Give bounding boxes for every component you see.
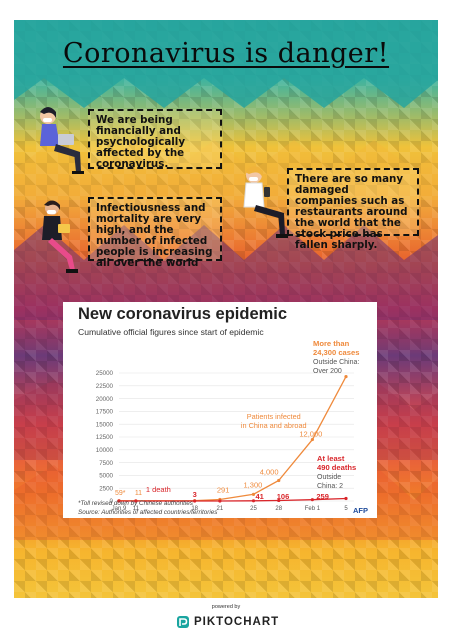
cases-data-point xyxy=(277,478,281,483)
case-value-label: 11 xyxy=(135,490,142,497)
x-tick-label: 21 xyxy=(217,506,224,512)
woman-with-laptop-illustration xyxy=(40,107,84,174)
x-tick-label: Feb 1 xyxy=(305,506,321,512)
x-tick-label: 25 xyxy=(250,506,257,512)
y-tick-label: 17500 xyxy=(96,409,114,416)
death-value-label: 106 xyxy=(277,492,290,501)
piktochart-logo-icon xyxy=(177,616,189,628)
chart-subtitle: Cumulative official figures since start … xyxy=(78,327,264,337)
y-tick-label: 2500 xyxy=(99,485,113,492)
cases-outside-annotation: Over 200 xyxy=(313,368,342,375)
afp-logo: AFP xyxy=(353,506,368,515)
death-value-label: 3 xyxy=(193,490,197,499)
info-note-infectiousness: Infectiousness and mortality are very hi… xyxy=(88,197,222,269)
cases-data-point xyxy=(344,374,348,379)
death-value-label: 41 xyxy=(256,492,264,501)
info-note-companies: There are so many damaged companies such… xyxy=(287,168,419,251)
deaths-data-point xyxy=(117,499,121,503)
woman-with-tablet-illustration xyxy=(42,200,78,273)
epidemic-chart-card: New coronavirus epidemic Cumulative offi… xyxy=(63,302,377,518)
cases-series-name: Patients infected xyxy=(247,412,301,421)
deaths-data-point xyxy=(218,499,222,503)
y-tick-label: 15000 xyxy=(96,421,114,428)
case-value-label: 59* xyxy=(115,490,126,497)
x-tick-label: Jan 9 xyxy=(112,506,127,512)
y-tick-label: 10000 xyxy=(96,447,114,454)
cases-data-point xyxy=(251,492,256,496)
deaths-head-annotation: At least xyxy=(317,454,345,463)
y-tick-label: 20000 xyxy=(96,396,114,403)
case-value-label: 4,000 xyxy=(260,468,279,477)
x-tick-label: 5 xyxy=(344,506,348,512)
death-value-label: 1 death xyxy=(146,485,171,494)
y-tick-label: 22500 xyxy=(96,383,114,390)
y-tick-label: 5000 xyxy=(99,473,113,480)
infographic-poster: Coronavirus is danger! We are being fina… xyxy=(14,20,438,598)
epidemic-line-chart: 2500022500200001750015000125001000075005… xyxy=(96,339,360,512)
cases-series-name: in China and abroad xyxy=(241,421,307,430)
piktochart-brand[interactable]: PIKTOCHART xyxy=(176,614,279,630)
deaths-data-point xyxy=(134,499,138,503)
case-value-label: 1,300 xyxy=(244,480,263,489)
x-tick-label: 11 xyxy=(133,506,140,512)
deaths-data-point xyxy=(277,498,281,503)
piktochart-brand-name: PIKTOCHART xyxy=(194,616,280,628)
deaths-data-point xyxy=(310,498,314,502)
powered-by-text: powered by xyxy=(211,604,241,610)
chart-title: New coronavirus epidemic xyxy=(78,305,288,323)
chart-source: Source: Authorities of affected countrie… xyxy=(78,509,218,516)
x-tick-label: 18 xyxy=(191,506,198,512)
cases-head-annotation: More than xyxy=(313,339,350,348)
deaths-series-line xyxy=(119,497,347,502)
case-value-label: 12,000 xyxy=(299,430,322,439)
poster-title: Coronavirus is danger! xyxy=(62,38,390,69)
x-tick-label: 28 xyxy=(275,506,282,512)
chart-footnote: *Toll revised down by Chinese authoritie… xyxy=(78,500,193,507)
y-tick-label: 25000 xyxy=(96,370,114,377)
cases-head-annotation: 24,300 cases xyxy=(313,348,359,357)
deaths-data-point xyxy=(251,499,256,503)
case-value-label: 291 xyxy=(217,486,230,495)
cases-outside-annotation: Outside China: xyxy=(313,359,359,366)
woman-on-phone-illustration xyxy=(243,166,288,238)
y-tick-label: 7500 xyxy=(99,460,113,467)
deaths-outside-annotation: China: 2 xyxy=(317,483,343,490)
y-tick-label: 0 xyxy=(110,498,114,505)
cases-data-point xyxy=(310,437,314,442)
death-value-label: 259 xyxy=(316,492,329,501)
deaths-head-annotation: 490 deaths xyxy=(317,463,356,472)
deaths-data-point xyxy=(193,499,197,503)
y-tick-label: 12500 xyxy=(96,434,114,441)
info-note-financial: We are being financially and psychologic… xyxy=(88,109,222,170)
deaths-outside-annotation: Outside xyxy=(317,474,341,481)
deaths-data-point xyxy=(344,496,348,501)
